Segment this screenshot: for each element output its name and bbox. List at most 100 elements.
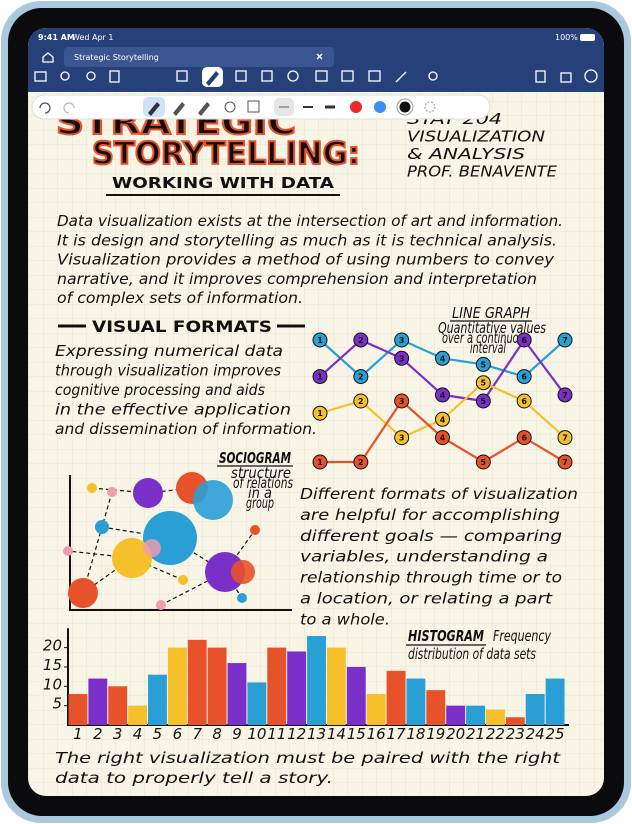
- line-graph-point: [475, 375, 491, 391]
- formats-text: through visualization improves: [55, 362, 281, 380]
- home-button[interactable]: [42, 52, 54, 63]
- histogram-bar: [88, 678, 108, 725]
- x-tick-label: 12: [287, 725, 306, 743]
- x-tick-label: 11: [267, 725, 286, 743]
- point-label: 7: [562, 434, 568, 443]
- tab-close[interactable]: [316, 53, 323, 60]
- color-black[interactable]: [399, 101, 411, 113]
- title-line: STORYTELLING:: [92, 136, 360, 172]
- line-graph-title: LINE GRAPH: [452, 304, 530, 322]
- histogram-bar: [446, 705, 466, 725]
- add-page-button[interactable]: [535, 70, 546, 83]
- status-time: 9:41 AM: [38, 33, 75, 42]
- line-graph-point: [557, 430, 573, 446]
- histogram-bar: [148, 674, 167, 725]
- eraser-button[interactable]: [235, 70, 247, 82]
- color-picker[interactable]: [424, 101, 436, 113]
- ai-button[interactable]: [86, 71, 96, 81]
- point-label: 5: [481, 397, 487, 406]
- image-button[interactable]: [315, 70, 328, 82]
- line-graph-point: [312, 369, 328, 385]
- pen-icon: [206, 71, 219, 86]
- histogram-bar: [187, 639, 207, 725]
- search-button[interactable]: [60, 71, 70, 81]
- histogram-bar: [406, 678, 426, 725]
- text-button[interactable]: [261, 70, 273, 82]
- goals-text: to a whole.: [300, 610, 390, 628]
- histogram-bar: [326, 647, 346, 725]
- more-button[interactable]: [584, 69, 598, 83]
- battery-icon: [580, 34, 595, 41]
- x-tick-label: 23: [506, 725, 525, 743]
- tool-lasso[interactable]: [224, 101, 236, 113]
- lasso-button[interactable]: [176, 70, 188, 82]
- intro-text: of complex sets of information.: [57, 289, 303, 307]
- x-tick-label: 8: [212, 725, 222, 743]
- line-graph-point: [516, 369, 532, 385]
- line-graph-point: [557, 454, 573, 470]
- line-graph-point: [435, 430, 450, 446]
- tool-pen: [148, 102, 160, 116]
- sticker-button[interactable]: [287, 70, 299, 82]
- doc-button[interactable]: [109, 70, 120, 83]
- line-graph-point: [557, 332, 573, 348]
- histogram-bar: [108, 686, 128, 725]
- goals-text: different goals — comparing: [300, 527, 562, 545]
- point-label: 4: [440, 415, 446, 424]
- redo-button[interactable]: [63, 102, 75, 114]
- histogram-caption: Frequency: [493, 627, 552, 645]
- histogram-bar: [525, 694, 545, 725]
- y-tick-label: 5: [52, 695, 62, 713]
- tab[interactable]: [64, 47, 334, 67]
- sociogram-title: SOCIOGRAM: [219, 449, 291, 467]
- x-tick-label: 5: [153, 725, 163, 743]
- line-graph-point: [312, 405, 328, 421]
- line-graph-point: [312, 332, 328, 348]
- point-label: 4: [440, 354, 446, 363]
- x-tick-label: 6: [173, 725, 183, 743]
- goals-text: variables, understanding a: [300, 548, 548, 566]
- shapes-button[interactable]: [341, 70, 354, 82]
- x-tick-label: 19: [426, 725, 445, 743]
- goals-text: are helpful for accomplishing: [300, 506, 560, 524]
- color-black-ring: [396, 98, 414, 116]
- point-label: 6: [521, 434, 527, 443]
- point-label: 3: [399, 434, 405, 443]
- histogram-bar: [426, 690, 446, 725]
- point-label: 4: [440, 434, 446, 443]
- histogram-bar: [207, 647, 227, 725]
- histogram-bar: [227, 663, 247, 725]
- color-red[interactable]: [350, 101, 362, 113]
- mic-button[interactable]: [428, 71, 438, 81]
- line-graph-caption: interval: [470, 339, 507, 357]
- tool-pencil[interactable]: [173, 102, 185, 116]
- comment-button[interactable]: [368, 70, 381, 82]
- tool-highlighter[interactable]: [198, 102, 210, 116]
- course-info: PROF. BENAVENTE: [407, 163, 558, 181]
- undo-button[interactable]: [39, 102, 51, 114]
- intro-text: narrative, and it improves comprehension…: [57, 270, 537, 288]
- x-tick-label: 21: [466, 725, 485, 743]
- x-tick-label: 2: [93, 725, 103, 743]
- line-graph-point: [394, 332, 410, 348]
- color-blue[interactable]: [374, 101, 386, 113]
- formats-text: cognitive processing and aids: [55, 381, 265, 399]
- line-graph-point: [475, 356, 491, 372]
- sidebar-button[interactable]: [34, 71, 47, 82]
- line-graph-point: [475, 393, 491, 409]
- point-label: 7: [562, 391, 568, 400]
- line-graph-point: [516, 393, 532, 409]
- histogram-bar: [167, 647, 187, 725]
- tab-title[interactable]: Strategic Storytelling: [74, 53, 159, 62]
- tool-shapes[interactable]: [247, 100, 260, 113]
- y-tick-label: 10: [43, 675, 62, 693]
- histogram-bar: [545, 678, 565, 725]
- histogram-bar: [466, 705, 485, 725]
- share-button[interactable]: [560, 72, 572, 83]
- line-graph-caption: Quantitative values: [438, 319, 546, 337]
- intro-text: Data visualization exists at the interse…: [57, 212, 563, 230]
- laser-button[interactable]: [395, 71, 407, 83]
- x-tick-label: 7: [192, 725, 202, 743]
- histogram-bar: [267, 647, 287, 725]
- x-tick-label: 16: [367, 725, 386, 743]
